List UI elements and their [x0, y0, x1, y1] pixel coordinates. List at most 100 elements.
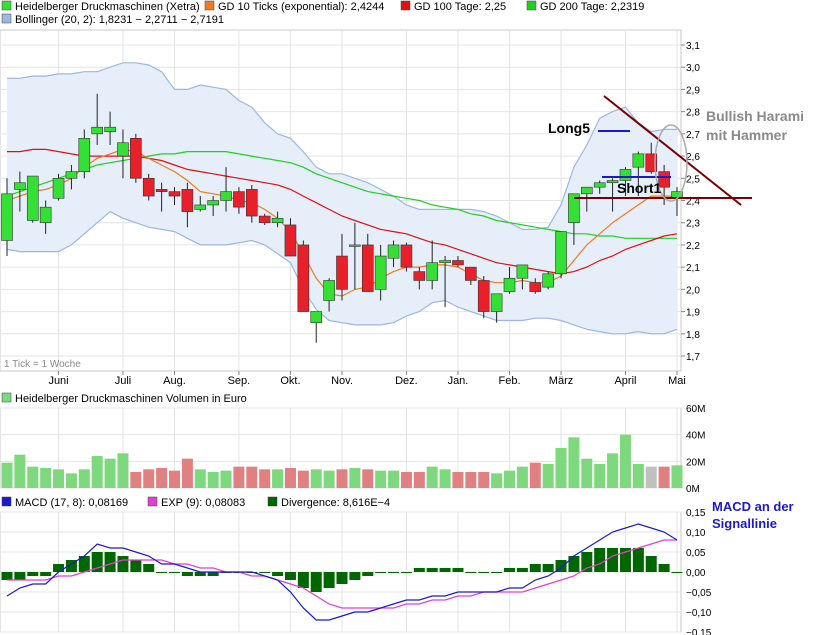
volume-bars [1, 434, 683, 488]
volume-bar [542, 464, 554, 488]
divergence-bar [104, 552, 116, 572]
divergence-bar [362, 572, 374, 576]
volume-bar [400, 472, 412, 488]
divergence-bar [388, 572, 400, 573]
volume-bar [323, 470, 335, 488]
candle [503, 267, 516, 294]
volume-bar [632, 464, 644, 488]
macd-line [6, 523, 678, 621]
volume-bar [581, 458, 593, 488]
volume-bar [491, 473, 503, 488]
candle [284, 218, 297, 257]
divergence-bar [542, 564, 554, 572]
harami-circle [654, 124, 688, 202]
candle [581, 186, 593, 212]
price-y-tick-label: 3,0 [686, 63, 700, 74]
candle-body [400, 244, 413, 268]
candle-body [503, 277, 516, 292]
volume-bar [233, 466, 245, 488]
volume-bar [465, 472, 477, 488]
divergence-bar [594, 548, 606, 572]
divergence-bar [491, 572, 503, 573]
price-y-tick-label: 2,3 [686, 219, 700, 230]
candle [452, 256, 464, 268]
divergence-bar [297, 572, 309, 588]
macd-y-tick-label: −0,05 [686, 588, 712, 599]
legend-volume-label: Heidelberger Druckmaschinen Volumen in E… [15, 393, 247, 405]
candle-body [516, 264, 529, 279]
candle [413, 267, 426, 290]
divergence-bar [555, 560, 567, 572]
legend-row-2: Bollinger (20, 2): 1,8231 − 2,2711 − 2,7… [1, 13, 224, 26]
macd-y-tick-label: 0,05 [686, 548, 706, 559]
candle [52, 173, 65, 201]
volume-panel: 60M 40M 20M 0M [0, 404, 705, 495]
candle [14, 171, 26, 212]
price-y-tick-label: 2,6 [686, 152, 700, 163]
divergence-bar [452, 568, 464, 572]
bollinger-lower-line [6, 210, 678, 335]
candle-body [606, 180, 619, 184]
legend-divergence-label: Divergence: 8,616E−4 [281, 497, 390, 509]
candle [516, 264, 529, 290]
volume-bar [91, 456, 103, 488]
harami-label-line1: Bullish Harami [706, 108, 804, 124]
legend-volume: Heidelberger Druckmaschinen Volumen in E… [1, 392, 247, 405]
candle [426, 240, 438, 290]
month-label: Mai [668, 375, 686, 387]
price-y-tick-label: 2,2 [686, 241, 700, 252]
candle-body [78, 138, 91, 172]
divergence-bar [91, 552, 103, 572]
legend-swatch-volume [1, 392, 12, 403]
candle-body [542, 273, 554, 288]
volume-bar [478, 472, 490, 488]
short-label: Short1 [617, 180, 662, 196]
price-panel: 3,1 3,0 2,9 2,8 2,7 2,6 2,5 2,4 2,3 2,2 2,1 2,0 1,9 1… [0, 29, 804, 387]
volume-bar [27, 466, 39, 488]
volume-y-tick-label: 60M [686, 404, 705, 415]
month-label: Juli [115, 375, 132, 387]
macd-panel: 0,15 0,10 0,05 0,00 −0,05 −0,10 −0,15 MACD an … [0, 499, 794, 635]
divergence-bar [658, 564, 670, 572]
volume-bar [555, 448, 567, 488]
candle [593, 180, 606, 194]
volume-bar [375, 470, 387, 488]
candle [220, 167, 232, 212]
volume-bar [516, 466, 528, 488]
volume-bar [104, 458, 116, 488]
volume-bar [40, 468, 52, 488]
volume-bar [413, 472, 425, 488]
volume-bar [619, 434, 631, 488]
candle-body [91, 126, 103, 135]
volume-y-axis: 60M 40M 20M 0M [686, 404, 705, 495]
legend-macd-label: MACD (17, 8): 0,08169 [15, 497, 128, 509]
candle [78, 129, 91, 179]
macd-y-tick-label: −0,10 [686, 608, 712, 619]
divergence-bar [504, 568, 515, 572]
candle [155, 182, 168, 212]
month-label: Dez. [395, 375, 418, 387]
divergence-bar [336, 572, 348, 584]
candle-body [336, 255, 348, 290]
price-y-tick-label: 2,8 [686, 108, 700, 119]
divergence-bar [259, 572, 271, 573]
month-label: Aug. [163, 375, 186, 387]
divergence-bar [272, 572, 284, 576]
volume-bar [529, 462, 541, 488]
volume-bar [645, 466, 657, 488]
volume-bar [169, 470, 180, 488]
candle-body [194, 204, 207, 210]
candle-body [310, 311, 323, 323]
macd-note-line1: MACD an der [712, 499, 794, 514]
legend-swatch-bollinger [1, 13, 12, 24]
divergence-bar [181, 572, 193, 576]
candle [439, 256, 451, 308]
volume-bar [259, 469, 271, 488]
divergence-bar [413, 568, 425, 572]
divergence-bar [207, 572, 219, 576]
legend-exp-label: EXP (9): 0,08083 [161, 497, 245, 509]
volume-bar [53, 469, 65, 488]
volume-bar [220, 470, 232, 488]
legend-swatch-ma10 [204, 0, 215, 11]
price-y-tick-label: 1,7 [686, 352, 700, 363]
